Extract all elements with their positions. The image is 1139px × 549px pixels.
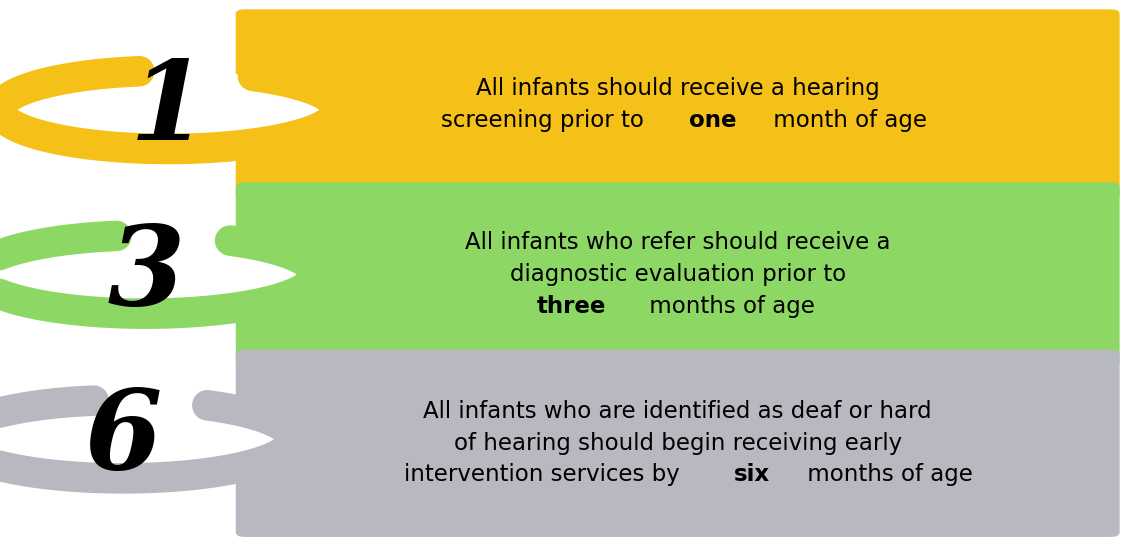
Text: six: six — [734, 463, 770, 486]
Text: 6: 6 — [84, 385, 162, 493]
Text: of hearing should begin receiving early: of hearing should begin receiving early — [453, 432, 902, 455]
Text: intervention services by: intervention services by — [404, 463, 687, 486]
Text: All infants who refer should receive a: All infants who refer should receive a — [465, 231, 891, 254]
FancyBboxPatch shape — [236, 350, 1120, 537]
Ellipse shape — [0, 236, 314, 313]
Text: months of age: months of age — [641, 295, 814, 318]
Text: 3: 3 — [107, 221, 185, 328]
Text: screening prior to: screening prior to — [441, 109, 652, 132]
Text: All infants should receive a hearing: All infants should receive a hearing — [476, 77, 879, 100]
Ellipse shape — [0, 71, 337, 149]
Text: All infants who are identified as deaf or hard: All infants who are identified as deaf o… — [424, 400, 932, 423]
Text: months of age: months of age — [800, 463, 973, 486]
Text: diagnostic evaluation prior to: diagnostic evaluation prior to — [509, 263, 846, 286]
Text: three: three — [538, 295, 606, 318]
Ellipse shape — [0, 400, 292, 478]
FancyBboxPatch shape — [236, 9, 1120, 199]
Text: 1: 1 — [130, 56, 207, 164]
FancyBboxPatch shape — [236, 182, 1120, 367]
Text: month of age: month of age — [767, 109, 927, 132]
Text: one: one — [689, 109, 736, 132]
